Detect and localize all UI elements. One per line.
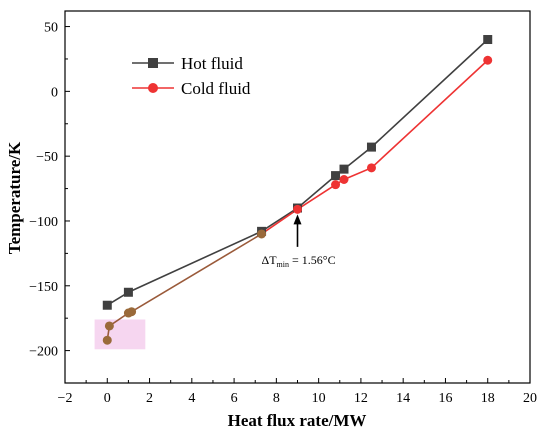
y-tick-label: −150	[29, 280, 58, 295]
hot-fluid-point	[483, 35, 493, 45]
x-tick-label: 20	[523, 391, 537, 406]
x-tick-label: 18	[481, 391, 495, 406]
y-tick-label: 50	[44, 21, 58, 36]
x-tick-label: 8	[273, 391, 280, 406]
y-tick-label: −200	[29, 345, 58, 360]
legend-hot-marker	[148, 58, 158, 68]
x-tick-label: 4	[188, 391, 195, 406]
x-tick-label: −2	[58, 391, 73, 406]
x-tick-label: 6	[231, 391, 238, 406]
annotation-sub: min	[277, 260, 289, 269]
cold-fluid-point	[127, 307, 137, 317]
y-tick-label: −100	[29, 215, 58, 230]
x-tick-label: 0	[104, 391, 111, 406]
legend-hot-label: Hot fluid	[181, 54, 243, 73]
x-tick-label: 12	[354, 391, 368, 406]
x-tick-label: 16	[438, 391, 452, 406]
cold-fluid-point	[293, 204, 302, 214]
highlight-region	[94, 319, 146, 350]
hot-fluid-point	[123, 287, 133, 297]
hot-fluid-point	[366, 142, 376, 152]
hot-fluid-point	[339, 164, 349, 174]
cold-fluid-point	[339, 175, 349, 185]
y-tick-label: −50	[36, 150, 58, 165]
x-tick-label: 2	[146, 391, 153, 406]
highlight-layer	[94, 319, 146, 350]
y-axis-title: Temperature/K	[5, 141, 24, 254]
annotation-delta-t-min: ΔTmin = 1.56°C	[262, 253, 336, 269]
marker-layer	[102, 35, 493, 345]
x-axis-title: Heat flux rate/MW	[228, 411, 367, 430]
cold-fluid-point	[102, 335, 112, 345]
cold-fluid-line-high	[261, 59, 489, 235]
cold-fluid-point	[104, 321, 114, 331]
annotation-rest: = 1.56°C	[289, 253, 336, 267]
cold-fluid-point	[366, 163, 376, 173]
cold-fluid-point	[257, 229, 267, 239]
x-tick-label: 14	[396, 391, 410, 406]
hot-fluid-point	[102, 300, 112, 310]
tick-layer: −2 0 2 4 6 8 10 12 14 16 18 20 −200 −150 −100 −50 0 50	[29, 21, 537, 406]
legend: Hot fluid Cold fluid	[132, 54, 251, 98]
annotation-main: ΔT	[262, 253, 278, 267]
hot-fluid-point	[331, 171, 341, 181]
annotation-layer: ΔTmin = 1.56°C	[262, 214, 336, 269]
x-tick-label: 10	[312, 391, 326, 406]
cold-fluid-point	[483, 55, 493, 65]
annotation-arrow-head	[293, 214, 302, 225]
cold-fluid-point	[331, 180, 341, 190]
legend-cold-marker	[148, 83, 158, 93]
legend-cold-label: Cold fluid	[181, 79, 251, 98]
hot-fluid-line	[106, 38, 489, 306]
series-layer	[106, 38, 489, 341]
y-tick-label: 0	[51, 85, 58, 100]
